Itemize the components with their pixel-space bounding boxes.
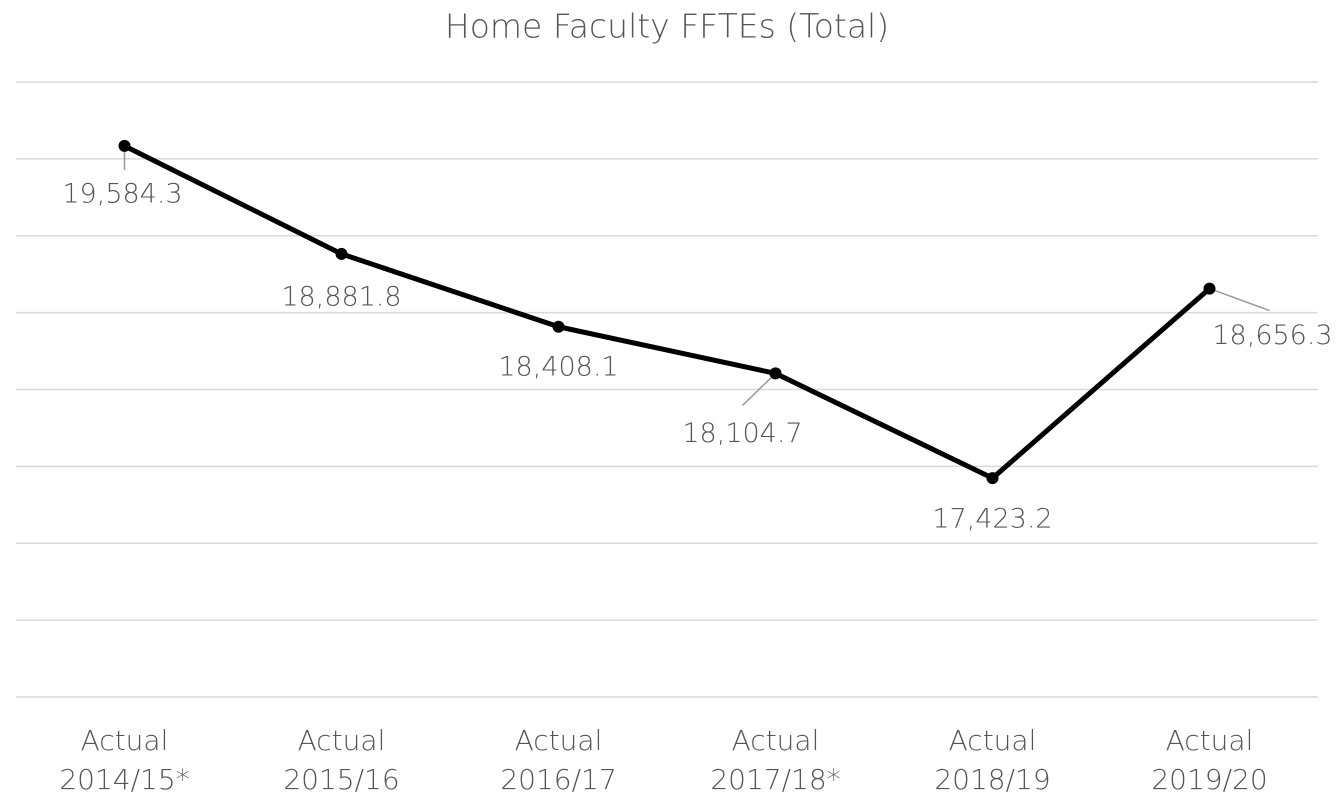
x-tick-label: 2014/15* bbox=[59, 763, 189, 796]
x-tick-label: Actual bbox=[949, 724, 1037, 757]
data-label: 19,584.3 bbox=[62, 178, 182, 209]
leader-line bbox=[1209, 287, 1270, 312]
x-tick-label: 2015/16 bbox=[283, 763, 399, 796]
x-tick-label: 2019/20 bbox=[1151, 763, 1267, 796]
x-tick-label: Actual bbox=[732, 724, 820, 757]
x-tick-label: 2016/17 bbox=[500, 763, 616, 796]
data-label: 18,104.7 bbox=[682, 418, 802, 449]
line bbox=[123, 143, 1212, 481]
x-tick-label: Actual bbox=[298, 724, 386, 757]
x-tick-label: 2017/18* bbox=[710, 763, 840, 796]
point bbox=[335, 247, 348, 260]
point bbox=[986, 472, 999, 485]
data-label: 18,408.1 bbox=[498, 351, 618, 382]
point bbox=[769, 367, 782, 380]
x-tick-label: Actual bbox=[515, 724, 603, 757]
chart-title: Home Faculty FFTEs (Total) bbox=[445, 7, 889, 46]
point bbox=[552, 320, 565, 333]
point bbox=[118, 139, 131, 152]
leader-line bbox=[741, 372, 777, 406]
point bbox=[1203, 282, 1216, 295]
data-label: 18,881.8 bbox=[281, 281, 401, 312]
x-tick-label: 2018/19 bbox=[934, 763, 1050, 796]
data-label: 17,423.2 bbox=[932, 504, 1052, 535]
x-tick-label: Actual bbox=[1166, 724, 1254, 757]
x-tick-label: Actual bbox=[81, 724, 169, 757]
data-label: 18,656.3 bbox=[1212, 320, 1332, 351]
